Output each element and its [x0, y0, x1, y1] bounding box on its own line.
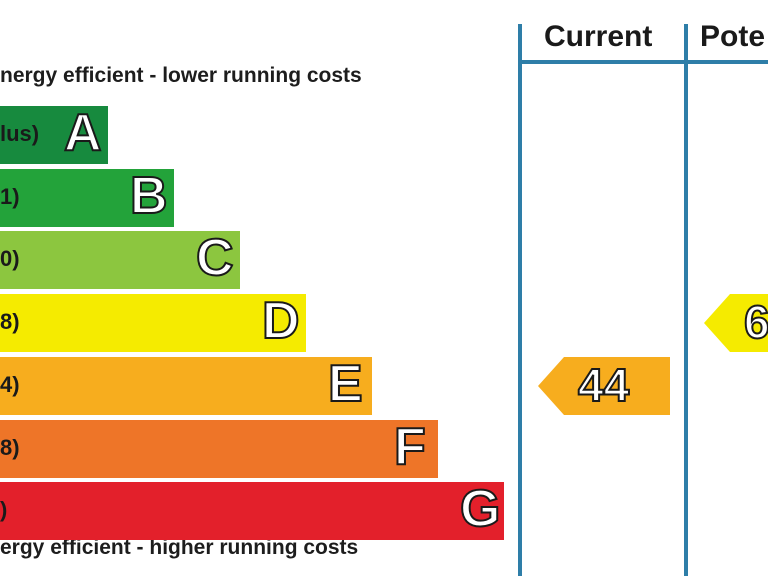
band-g-letter: G [459, 479, 501, 539]
band-e-letter: E [327, 354, 364, 414]
band-d: 8) D [0, 291, 306, 353]
band-b-range: 1) [0, 183, 20, 209]
band-e: 4) E [0, 354, 372, 415]
rating-arrow-current [538, 356, 670, 415]
band-b-letter: B [129, 166, 169, 226]
rating-value-current: 44 [577, 358, 630, 412]
column-header-potential: Pote [700, 20, 766, 53]
band-d-range: 8) [0, 309, 20, 335]
rating-value-pote: 6 [743, 295, 768, 349]
band-e-range: 4) [0, 371, 20, 397]
band-a-letter: A [63, 103, 103, 163]
band-g: ) G [0, 479, 504, 541]
column-header-current: Current [544, 20, 653, 53]
rating-arrow-pote [704, 294, 768, 353]
current-column-right-border [684, 24, 688, 576]
band-d-letter: D [261, 291, 301, 351]
band-f-range: 8) [0, 434, 20, 460]
bottom-caption: ergy efficient - higher running costs [0, 536, 359, 559]
current-column-left-border [518, 24, 522, 576]
header-divider [518, 60, 768, 64]
band-g-range: ) [0, 497, 8, 523]
band-b: 1) B [0, 166, 174, 227]
band-f: 8) F [0, 417, 438, 478]
band-c-range: 0) [0, 246, 20, 272]
band-a-range: lus) [0, 121, 40, 146]
band-c-letter: C [195, 228, 235, 288]
band-f-letter: F [393, 417, 427, 477]
band-a: lus) A [0, 103, 108, 164]
band-c: 0) C [0, 228, 240, 290]
top-caption: nergy efficient - lower running costs [0, 64, 362, 87]
